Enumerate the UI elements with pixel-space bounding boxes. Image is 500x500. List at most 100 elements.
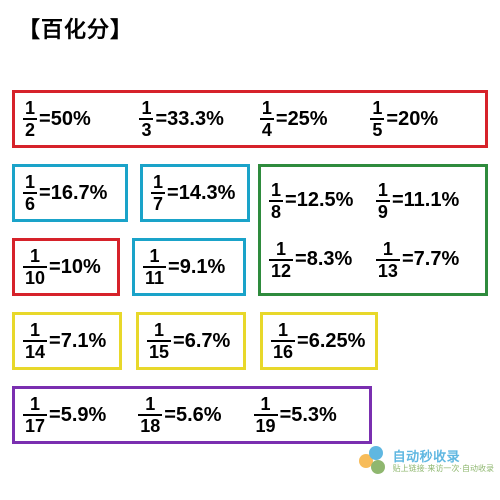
fraction-numerator: 1 bbox=[28, 321, 42, 340]
group-box-r4c: 116=6.25% bbox=[260, 312, 378, 370]
fraction: 115 bbox=[147, 321, 171, 361]
equals-sign: = bbox=[386, 108, 398, 131]
fraction-cell: 16=16.7% bbox=[23, 173, 117, 213]
row: 116=6.25% bbox=[271, 319, 367, 363]
fraction-numerator: 1 bbox=[370, 99, 384, 118]
percent-value: 11.1% bbox=[404, 189, 460, 212]
row: 117=5.9%118=5.6%119=5.3% bbox=[23, 393, 361, 437]
row: 114=7.1% bbox=[23, 319, 111, 363]
fraction-numerator: 1 bbox=[28, 395, 42, 414]
percent-value: 7.1% bbox=[61, 330, 107, 353]
equals-sign: = bbox=[167, 182, 179, 205]
fraction: 18 bbox=[269, 181, 283, 221]
equals-sign: = bbox=[295, 248, 307, 271]
percent-value: 20% bbox=[398, 108, 438, 131]
percent-value: 16.7% bbox=[51, 182, 108, 205]
percent-value: 7.7% bbox=[414, 248, 460, 271]
fraction: 113 bbox=[376, 240, 400, 280]
fraction: 13 bbox=[139, 99, 153, 139]
fraction-numerator: 1 bbox=[148, 247, 162, 266]
fraction-denominator: 4 bbox=[260, 118, 274, 139]
group-box-r2a: 16=16.7% bbox=[12, 164, 128, 222]
fraction-cell: 116=6.25% bbox=[271, 321, 367, 361]
percent-value: 6.7% bbox=[185, 330, 231, 353]
fraction-cell: 119=5.3% bbox=[254, 395, 361, 435]
equals-sign: = bbox=[280, 404, 292, 427]
fraction: 12 bbox=[23, 99, 37, 139]
percent-value: 25% bbox=[288, 108, 328, 131]
fraction: 16 bbox=[23, 173, 37, 213]
group-box-row5: 117=5.9%118=5.6%119=5.3% bbox=[12, 386, 372, 444]
fraction-cell: 113=7.7% bbox=[376, 240, 477, 280]
fraction-numerator: 1 bbox=[151, 173, 165, 192]
equals-sign: = bbox=[392, 189, 404, 212]
fraction-cell: 12=50% bbox=[23, 99, 139, 139]
percent-value: 5.9% bbox=[61, 404, 107, 427]
fraction-denominator: 9 bbox=[376, 200, 390, 221]
fraction-denominator: 7 bbox=[151, 192, 165, 213]
wm-dot-c bbox=[371, 460, 385, 474]
fraction-cell: 112=8.3% bbox=[269, 240, 376, 280]
fraction-cell: 117=5.9% bbox=[23, 395, 138, 435]
fraction-denominator: 15 bbox=[147, 340, 171, 361]
fraction-denominator: 14 bbox=[23, 340, 47, 361]
fraction-cell: 118=5.6% bbox=[138, 395, 253, 435]
fraction-denominator: 13 bbox=[376, 259, 400, 280]
equals-sign: = bbox=[402, 248, 414, 271]
row: 16=16.7% bbox=[23, 171, 117, 215]
fraction-cell: 17=14.3% bbox=[151, 173, 239, 213]
equals-sign: = bbox=[39, 108, 51, 131]
wm-text: 自动秒收录 贴上链接·来访一次·自动收录 bbox=[393, 450, 494, 473]
percent-value: 10% bbox=[61, 256, 101, 279]
fraction: 112 bbox=[269, 240, 293, 280]
fraction: 114 bbox=[23, 321, 47, 361]
equals-sign: = bbox=[49, 256, 61, 279]
fraction-denominator: 5 bbox=[370, 118, 384, 139]
fraction-numerator: 1 bbox=[376, 181, 390, 200]
equals-sign: = bbox=[276, 108, 288, 131]
fraction-numerator: 1 bbox=[23, 173, 37, 192]
fraction-denominator: 16 bbox=[271, 340, 295, 361]
fraction-cell: 18=12.5% bbox=[269, 181, 376, 221]
fraction-denominator: 10 bbox=[23, 266, 47, 287]
fraction-numerator: 1 bbox=[259, 395, 273, 414]
group-box-r4a: 114=7.1% bbox=[12, 312, 122, 370]
percent-value: 50% bbox=[51, 108, 91, 131]
fraction-denominator: 8 bbox=[269, 200, 283, 221]
fraction-numerator: 1 bbox=[23, 99, 37, 118]
group-box-r3b: 111=9.1% bbox=[132, 238, 246, 296]
group-box-r4b: 115=6.7% bbox=[136, 312, 246, 370]
fraction-cell: 13=33.3% bbox=[139, 99, 259, 139]
fraction-cell: 14=25% bbox=[260, 99, 371, 139]
equals-sign: = bbox=[285, 189, 297, 212]
group-box-green: 18=12.5%19=11.1%112=8.3%113=7.7% bbox=[258, 164, 488, 296]
fraction-numerator: 1 bbox=[269, 181, 283, 200]
percent-value: 12.5% bbox=[297, 189, 354, 212]
fraction-cell: 114=7.1% bbox=[23, 321, 111, 361]
fraction-numerator: 1 bbox=[260, 99, 274, 118]
equals-sign: = bbox=[297, 330, 309, 353]
percent-value: 5.6% bbox=[176, 404, 222, 427]
fraction: 118 bbox=[138, 395, 162, 435]
fraction-cell: 19=11.1% bbox=[376, 181, 477, 221]
fraction-denominator: 6 bbox=[23, 192, 37, 213]
rows-wrapper: 18=12.5%19=11.1%112=8.3%113=7.7% bbox=[269, 171, 477, 289]
percent-value: 33.3% bbox=[167, 108, 224, 131]
equals-sign: = bbox=[49, 330, 61, 353]
percent-value: 6.25% bbox=[309, 330, 366, 353]
fraction-denominator: 18 bbox=[138, 414, 162, 435]
row: 18=12.5%19=11.1% bbox=[269, 171, 477, 230]
fraction-cell: 110=10% bbox=[23, 247, 109, 287]
percent-value: 5.3% bbox=[291, 404, 337, 427]
row: 17=14.3% bbox=[151, 171, 239, 215]
row: 111=9.1% bbox=[143, 245, 235, 289]
fraction-denominator: 19 bbox=[254, 414, 278, 435]
row: 110=10% bbox=[23, 245, 109, 289]
percent-value: 8.3% bbox=[307, 248, 353, 271]
watermark: 自动秒收录 贴上链接·来访一次·自动收录 bbox=[359, 446, 494, 476]
fraction-numerator: 1 bbox=[381, 240, 395, 259]
fraction-cell: 115=6.7% bbox=[147, 321, 235, 361]
fraction-cell: 111=9.1% bbox=[143, 247, 235, 287]
equals-sign: = bbox=[39, 182, 51, 205]
fraction-numerator: 1 bbox=[28, 247, 42, 266]
